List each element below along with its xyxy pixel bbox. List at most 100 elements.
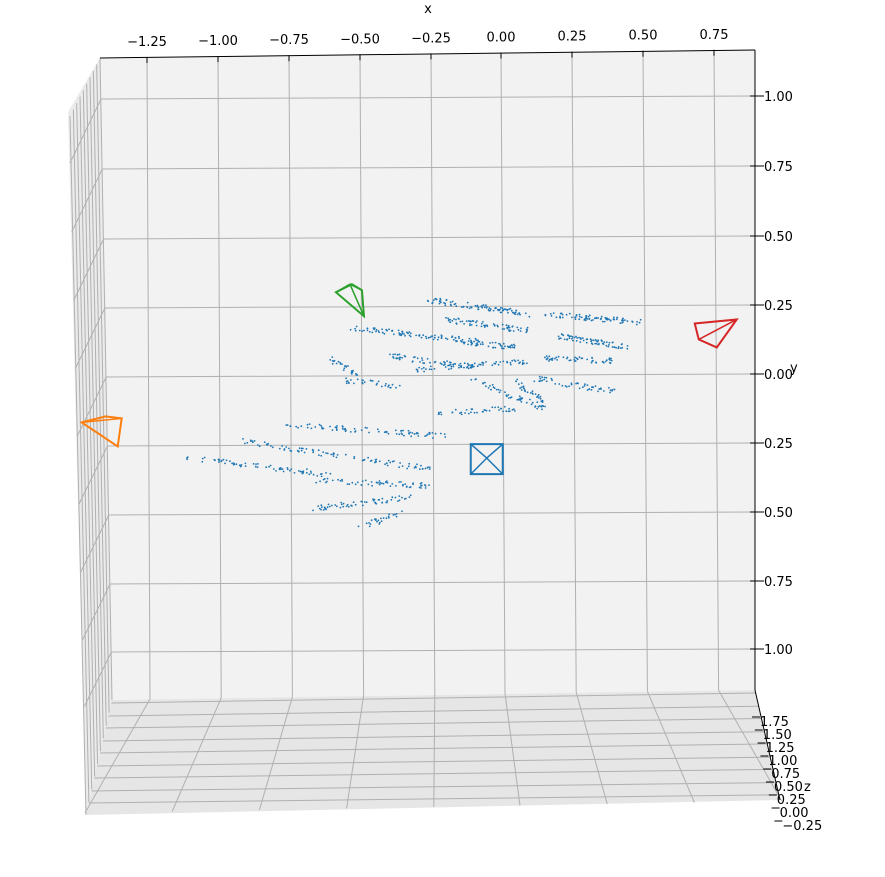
point: [371, 484, 373, 487]
grid-line-y: [111, 648, 756, 653]
left-grid-line: [73, 238, 105, 301]
point: [360, 484, 363, 486]
point: [424, 467, 427, 470]
point: [350, 379, 352, 381]
point: [609, 389, 612, 392]
point: [469, 320, 472, 323]
point: [361, 330, 364, 332]
point: [574, 360, 577, 362]
point: [357, 481, 359, 484]
point: [497, 388, 500, 391]
point: [361, 501, 363, 503]
point: [534, 393, 537, 395]
point: [382, 482, 385, 485]
point: [381, 501, 384, 504]
left-grid-line: [99, 57, 113, 701]
point: [416, 370, 419, 373]
point: [521, 363, 524, 366]
point: [457, 335, 460, 338]
point: [458, 337, 460, 340]
point: [602, 343, 605, 345]
point: [590, 389, 593, 391]
point: [567, 334, 570, 337]
point: [315, 481, 318, 484]
point: [525, 331, 528, 334]
point: [509, 345, 512, 348]
point: [495, 307, 497, 309]
point: [368, 525, 371, 528]
point: [497, 363, 500, 366]
point: [350, 504, 352, 507]
point: [489, 308, 492, 310]
point: [326, 477, 329, 480]
floor-grid-lines: [84, 689, 783, 814]
point: [398, 358, 401, 361]
point: [366, 329, 369, 332]
point: [341, 480, 344, 482]
point: [501, 328, 504, 330]
point: [498, 342, 500, 345]
point: [389, 353, 391, 356]
point: [395, 515, 398, 518]
point: [322, 451, 325, 453]
point: [449, 303, 452, 306]
point: [541, 376, 543, 379]
point: [476, 305, 479, 308]
point: [597, 317, 599, 319]
point: [224, 462, 226, 465]
point: [214, 459, 216, 462]
point: [489, 342, 491, 344]
point: [418, 468, 421, 471]
grid-line-y: [104, 304, 756, 309]
point: [398, 495, 401, 497]
z-axis-line: [754, 689, 781, 801]
point: [275, 470, 277, 472]
point: [440, 301, 442, 304]
point: [412, 483, 414, 486]
point: [305, 448, 308, 450]
point: [506, 361, 509, 364]
point: [611, 346, 614, 348]
point: [356, 374, 359, 376]
point: [601, 340, 603, 343]
point: [310, 427, 313, 430]
point: [513, 343, 515, 346]
floor-grid-line: [105, 717, 762, 729]
point: [485, 361, 487, 363]
point: [470, 408, 473, 411]
point: [626, 347, 629, 350]
point: [428, 433, 431, 435]
point: [578, 336, 580, 339]
point: [471, 365, 474, 367]
point: [323, 478, 326, 480]
point: [545, 358, 548, 360]
point: [520, 398, 522, 401]
point: [613, 316, 615, 319]
point: [570, 382, 573, 385]
point: [344, 365, 346, 367]
point: [516, 378, 519, 381]
point: [232, 462, 235, 465]
point: [320, 504, 323, 507]
point: [385, 462, 388, 465]
y-tick-label: 0.25: [764, 299, 793, 314]
left-grid-line: [71, 168, 103, 233]
point: [573, 358, 576, 361]
point: [603, 320, 606, 323]
point: [430, 368, 433, 371]
point: [394, 429, 397, 432]
point: [621, 346, 624, 349]
x-tick-label: 0.00: [487, 31, 516, 46]
left-grid-line: [74, 307, 106, 369]
point: [455, 305, 458, 308]
point: [582, 339, 585, 342]
point: [377, 380, 380, 383]
point: [550, 315, 553, 317]
point: [424, 485, 427, 487]
point: [409, 335, 412, 338]
z-tick-label: 1.00: [768, 754, 797, 769]
left-grid-line: [96, 64, 110, 713]
point: [454, 337, 457, 339]
point: [444, 363, 446, 366]
point: [631, 321, 634, 323]
